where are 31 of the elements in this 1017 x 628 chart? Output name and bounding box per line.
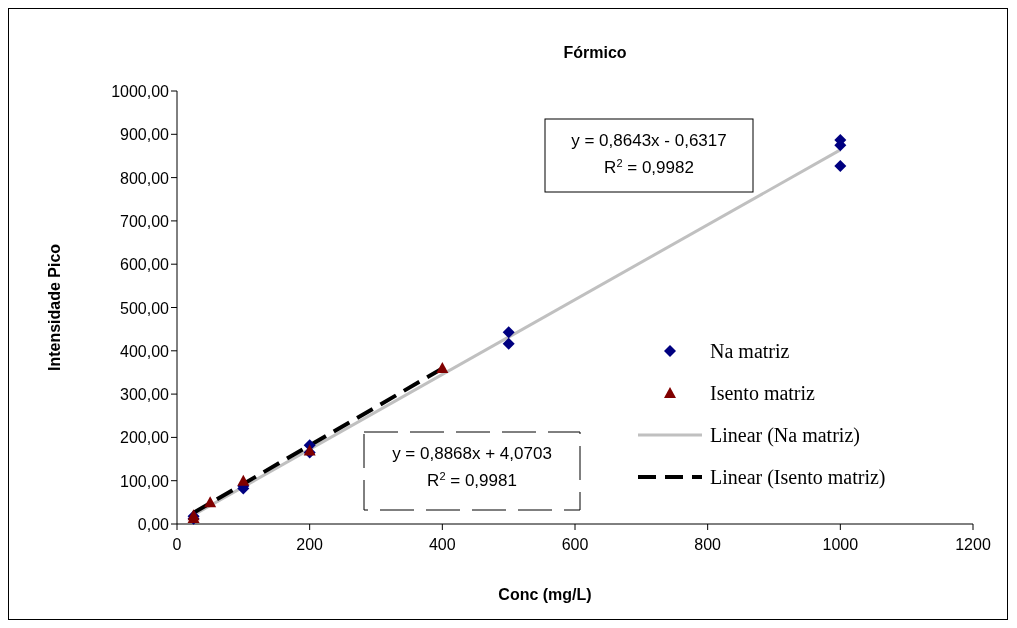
equation-box: y = 0,8643x - 0,6317 R$^{2}$ = 0,9982	[544, 118, 754, 193]
chart-title: Fórmico	[563, 44, 627, 61]
legend-label: Na matriz	[710, 340, 790, 362]
x-tick-label: 600	[561, 536, 589, 553]
y-tick-label: 400,00	[120, 342, 170, 360]
y-tick-label: 900,00	[120, 126, 170, 144]
y-tick-label: 700,00	[120, 212, 170, 230]
x-tick-label: 800	[694, 536, 722, 553]
y-axis-title: Intensidade Pico	[46, 243, 63, 372]
legend-label: Isento matriz	[710, 382, 816, 404]
legend-label: Linear (Isento matriz)	[710, 466, 886, 489]
x-tick-label: 200	[296, 536, 324, 553]
y-tick-label: 200,00	[120, 429, 170, 447]
x-axis-title: Conc (mg/L)	[498, 586, 592, 603]
y-tick-label: 0,00	[137, 516, 170, 533]
y-tick-label: 300,00	[120, 386, 170, 404]
annotation: y = 0,8643x - 0,6317	[571, 131, 727, 150]
y-tick-label: 1000,00	[111, 83, 170, 100]
x-tick-label: 1200	[955, 536, 991, 553]
x-tick-label: 1000	[822, 536, 859, 553]
annotation: R$^{2}$ = 0,9982	[604, 157, 694, 177]
legend-label: Linear (Na matriz)	[710, 424, 860, 447]
y-tick-label: 100,00	[120, 472, 170, 490]
annotation: R$^{2}$ = 0,9981	[427, 470, 517, 490]
x-tick-label: 400	[428, 536, 456, 553]
equation-box: y = 0,8868x + 4,0703 R$^{2}$ = 0,9981	[363, 431, 581, 511]
y-tick-label: 800,00	[120, 169, 170, 187]
x-tick-label: 0	[172, 536, 182, 553]
annotation: y = 0,8868x + 4,0703	[392, 444, 552, 463]
y-tick-label: 500,00	[120, 299, 170, 317]
y-tick-label: 600,00	[120, 256, 170, 274]
